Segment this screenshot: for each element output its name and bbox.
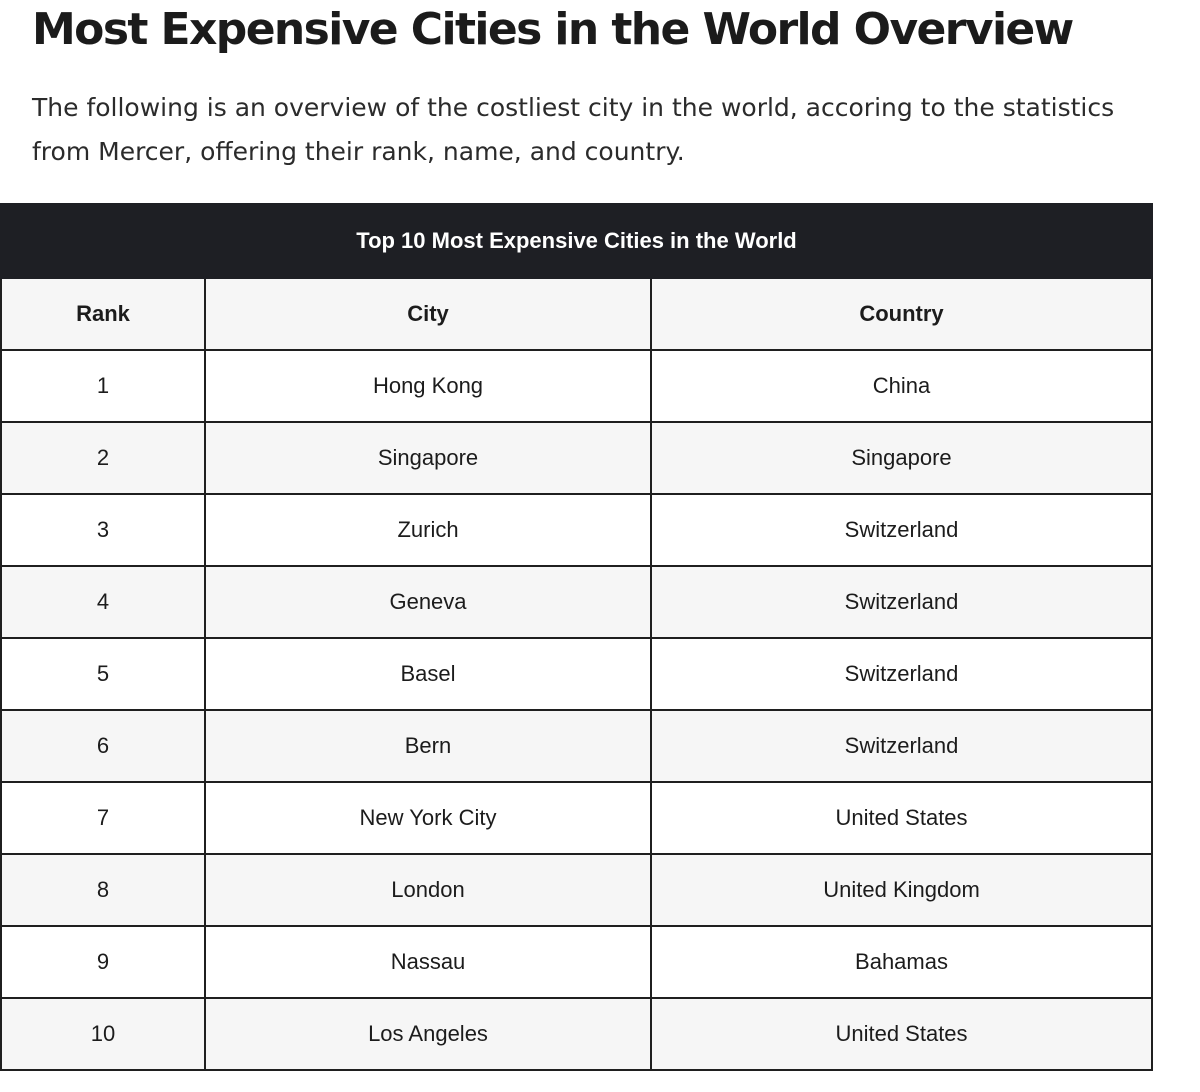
rank-cell: 5 xyxy=(0,637,206,711)
city-cell: London xyxy=(204,853,652,927)
cities-table-container: Top 10 Most Expensive Cities in the Worl… xyxy=(0,203,1154,1071)
city-cell: Los Angeles xyxy=(204,997,652,1071)
table-row: 6 Bern Switzerland xyxy=(0,709,1154,783)
country-cell: United States xyxy=(649,997,1154,1071)
city-cell: Hong Kong xyxy=(204,349,652,423)
table-header-row: Rank City Country xyxy=(0,277,1154,351)
country-cell: United Kingdom xyxy=(649,853,1154,927)
city-cell: New York City xyxy=(204,781,652,855)
table-row: 10 Los Angeles United States xyxy=(0,997,1154,1071)
rank-cell: 8 xyxy=(0,853,206,927)
country-cell: Switzerland xyxy=(649,565,1154,639)
column-header-rank: Rank xyxy=(0,277,206,351)
table-row: 5 Basel Switzerland xyxy=(0,637,1154,711)
table-row: 7 New York City United States xyxy=(0,781,1154,855)
cities-table: Top 10 Most Expensive Cities in the Worl… xyxy=(0,203,1154,1071)
rank-cell: 4 xyxy=(0,565,206,639)
table-row: 1 Hong Kong China xyxy=(0,349,1154,423)
country-cell: Singapore xyxy=(649,421,1154,495)
column-header-city: City xyxy=(204,277,652,351)
country-cell: Switzerland xyxy=(649,637,1154,711)
rank-cell: 10 xyxy=(0,997,206,1071)
rank-cell: 2 xyxy=(0,421,206,495)
city-cell: Singapore xyxy=(204,421,652,495)
article: Most Expensive Cities in the World Overv… xyxy=(32,0,1183,174)
city-cell: Basel xyxy=(204,637,652,711)
table-row: 4 Geneva Switzerland xyxy=(0,565,1154,639)
rank-cell: 6 xyxy=(0,709,206,783)
rank-cell: 1 xyxy=(0,349,206,423)
column-header-country: Country xyxy=(649,277,1154,351)
intro-paragraph: The following is an overview of the cost… xyxy=(32,93,1115,166)
rank-cell: 7 xyxy=(0,781,206,855)
country-cell: United States xyxy=(649,781,1154,855)
table-row: 3 Zurich Switzerland xyxy=(0,493,1154,567)
city-cell: Zurich xyxy=(204,493,652,567)
rank-cell: 9 xyxy=(0,925,206,999)
city-cell: Bern xyxy=(204,709,652,783)
table-caption-row: Top 10 Most Expensive Cities in the Worl… xyxy=(0,203,1154,279)
city-cell: Nassau xyxy=(204,925,652,999)
rank-cell: 3 xyxy=(0,493,206,567)
country-cell: Switzerland xyxy=(649,709,1154,783)
table-caption: Top 10 Most Expensive Cities in the Worl… xyxy=(0,203,1154,279)
city-cell: Geneva xyxy=(204,565,652,639)
table-row: 9 Nassau Bahamas xyxy=(0,925,1154,999)
page-title: Most Expensive Cities in the World Overv… xyxy=(32,4,1074,55)
table-row: 2 Singapore Singapore xyxy=(0,421,1154,495)
country-cell: Switzerland xyxy=(649,493,1154,567)
country-cell: China xyxy=(649,349,1154,423)
country-cell: Bahamas xyxy=(649,925,1154,999)
table-row: 8 London United Kingdom xyxy=(0,853,1154,927)
